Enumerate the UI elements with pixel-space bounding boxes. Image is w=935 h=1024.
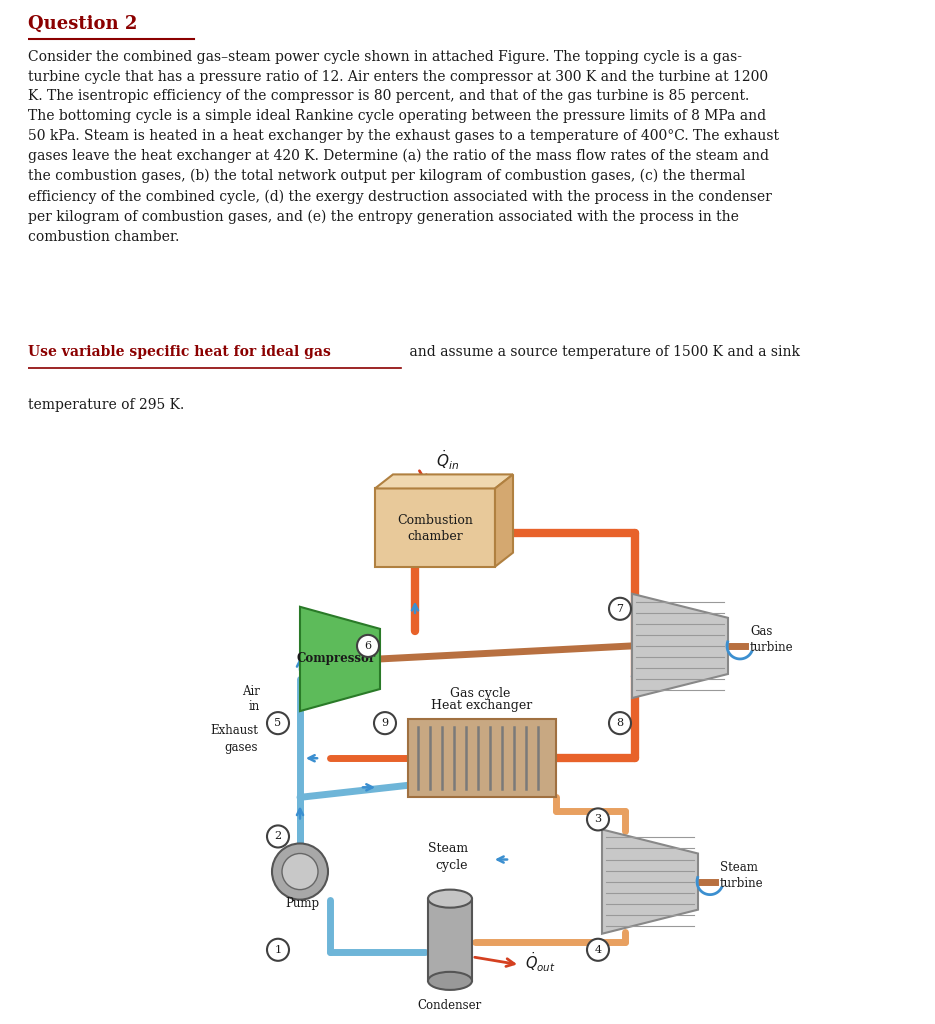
Polygon shape [300,607,380,711]
Polygon shape [495,474,513,566]
Text: chamber: chamber [407,530,463,543]
Text: Compressor: Compressor [296,652,376,666]
Circle shape [267,939,289,961]
Text: Question 2: Question 2 [28,14,137,33]
Circle shape [267,825,289,848]
Circle shape [357,635,379,657]
Text: Consider the combined gas–steam power cycle shown in attached Figure. The toppin: Consider the combined gas–steam power cy… [28,50,779,244]
Text: turbine: turbine [720,878,764,890]
Text: Steam
cycle: Steam cycle [428,842,468,871]
Text: 5: 5 [275,718,281,728]
Text: $\dot{Q}_{out}$: $\dot{Q}_{out}$ [525,950,555,974]
Text: $\dot{Q}_{in}$: $\dot{Q}_{in}$ [436,449,459,472]
Polygon shape [375,474,513,488]
Text: Exhaust
gases: Exhaust gases [210,724,258,755]
Text: 7: 7 [616,604,624,613]
Circle shape [587,939,609,961]
Text: 9: 9 [381,718,389,728]
Bar [408,719,556,798]
Text: Use variable specific heat for ideal gas: Use variable specific heat for ideal gas [28,345,331,358]
Text: Gas cycle: Gas cycle [450,686,511,699]
Ellipse shape [428,890,472,907]
Text: 3: 3 [595,814,601,824]
Circle shape [267,712,289,734]
Text: Combustion: Combustion [397,514,473,527]
Text: Air
in: Air in [242,685,260,713]
Text: 4: 4 [595,945,601,954]
Bar [375,488,495,566]
Circle shape [272,844,328,900]
Text: Heat exchanger: Heat exchanger [431,698,533,712]
Text: 1: 1 [275,945,281,954]
Text: 2: 2 [275,831,281,842]
Circle shape [609,712,631,734]
Text: 8: 8 [616,718,624,728]
Ellipse shape [428,972,472,990]
Text: Pump: Pump [285,897,319,909]
Bar [428,899,472,981]
Polygon shape [632,594,728,698]
Text: Condenser: Condenser [418,999,482,1012]
Text: Gas: Gas [750,626,772,638]
Text: turbine: turbine [750,641,794,654]
Circle shape [609,598,631,620]
Circle shape [587,808,609,830]
Text: temperature of 295 K.: temperature of 295 K. [28,397,184,412]
Circle shape [374,712,396,734]
Text: 6: 6 [365,641,371,651]
Circle shape [282,854,318,890]
Text: Steam: Steam [720,861,758,874]
Polygon shape [602,829,698,934]
Text: and assume a source temperature of 1500 K and a sink: and assume a source temperature of 1500 … [405,345,800,358]
